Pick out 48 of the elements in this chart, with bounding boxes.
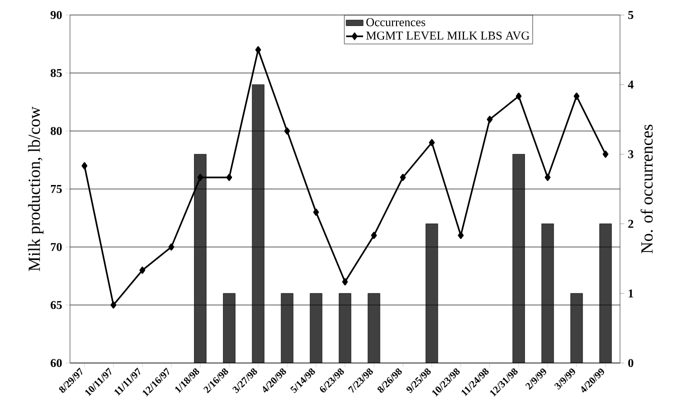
point (284, 127, 290, 135)
point (342, 278, 348, 286)
bar (194, 154, 206, 363)
point (82, 162, 88, 170)
point (428, 139, 435, 146)
bar (570, 293, 583, 363)
bar (310, 293, 322, 363)
y-tick-label: 60 (50, 358, 62, 368)
point (168, 243, 174, 251)
point (544, 174, 551, 181)
point (574, 92, 580, 100)
point (400, 174, 406, 181)
y2-tick-label: 3 (628, 150, 634, 158)
legend-label: MGMT LEVEL MILK LBS AVG (366, 32, 530, 40)
bar (368, 293, 380, 363)
point (516, 92, 522, 100)
y2-tick-label: 2 (628, 220, 634, 228)
y-tick-label: 70 (50, 242, 62, 252)
point (313, 208, 319, 216)
bar (512, 154, 525, 363)
point (602, 150, 608, 158)
y2-axis-title: No. of occurrences (640, 124, 653, 254)
bar (541, 224, 554, 363)
point (486, 116, 493, 123)
y2-tick-label: 1 (628, 289, 634, 298)
point (458, 232, 464, 239)
y-axis-title: Milk production, lb/cow (28, 106, 44, 272)
y-tick-label: 80 (50, 126, 62, 136)
legend-label: Occurrences (366, 18, 426, 26)
bar (223, 293, 236, 363)
y-tick-label: 90 (50, 10, 62, 20)
point (197, 174, 204, 181)
y-tick-label: 65 (50, 300, 62, 310)
bar (426, 224, 438, 363)
bar (338, 293, 352, 363)
point (110, 301, 116, 309)
point (226, 174, 232, 181)
y-tick-label: 75 (50, 185, 62, 193)
point (139, 266, 146, 274)
point (371, 232, 377, 239)
bar (599, 224, 612, 363)
y2-tick-label: 5 (628, 11, 634, 19)
bar (252, 84, 264, 363)
y2-tick-label: 0 (628, 358, 634, 368)
bar (280, 293, 294, 363)
y-tick-label: 85 (50, 68, 62, 78)
point (255, 46, 262, 54)
y2-tick-label: 4 (628, 80, 634, 89)
